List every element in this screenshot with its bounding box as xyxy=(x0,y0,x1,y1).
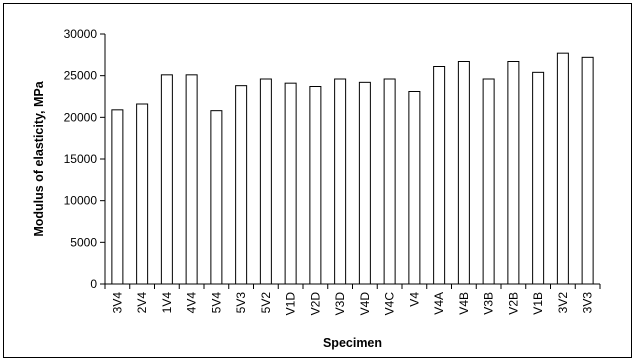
x-tick-label: V2B xyxy=(506,292,520,315)
y-tick-label: 5000 xyxy=(70,235,97,249)
bar-1v4 xyxy=(160,74,173,285)
x-axis-title: Specimen xyxy=(323,336,382,350)
bar-3v4 xyxy=(111,109,124,285)
x-tick-label: 3V4 xyxy=(110,292,124,314)
x-tick-label: V2D xyxy=(308,292,322,316)
x-tick-label: 2V4 xyxy=(135,292,149,314)
x-tick-label: 4V4 xyxy=(185,292,199,314)
bar-v4d xyxy=(358,81,371,285)
y-tick-label: 15000 xyxy=(64,152,98,166)
x-tick-label: V4B xyxy=(457,292,471,315)
bar-3v2 xyxy=(556,52,569,285)
bar-3v3 xyxy=(581,56,594,285)
x-tick-label: 3V2 xyxy=(556,292,570,314)
bar-v2d xyxy=(309,86,322,285)
y-tick-label: 20000 xyxy=(64,110,98,124)
bar-v1d xyxy=(284,82,297,285)
x-tick-label: V4 xyxy=(407,292,421,307)
y-axis-title: Modulus of elasticity, MPa xyxy=(32,80,46,236)
x-tick-label: V4A xyxy=(432,292,446,315)
x-tick-label: V1D xyxy=(284,292,298,316)
x-tick-label: 5V3 xyxy=(234,292,248,314)
bar-v4 xyxy=(408,91,421,285)
bar-v2b xyxy=(507,61,520,285)
bar-v4b xyxy=(457,61,470,285)
x-axis-ticks: 3V4 2V4 1V4 4V4 5V4 5V3 5V2 V1D V2D V3D V4D V4C V4 V4… xyxy=(104,284,601,316)
bar-v4c xyxy=(383,78,396,285)
bar-v4a xyxy=(433,66,446,285)
y-tick-label: 10000 xyxy=(64,194,98,208)
x-tick-label: V4D xyxy=(358,292,372,316)
x-tick-label: V3B xyxy=(482,292,496,315)
y-tick-label: 30000 xyxy=(64,27,98,41)
y-axis-ticks: 0 5000 10000 15000 20000 25000 30000 xyxy=(64,27,105,291)
bars xyxy=(111,52,594,285)
bar-5v2 xyxy=(259,78,272,285)
y-tick-label: 0 xyxy=(90,277,97,291)
bar-4v4 xyxy=(185,74,198,285)
bar-5v4 xyxy=(210,110,223,285)
bar-5v3 xyxy=(235,85,248,285)
x-tick-label: 5V4 xyxy=(209,292,223,314)
bar-2v4 xyxy=(136,103,149,285)
bar-v3b xyxy=(482,78,495,285)
x-tick-label: 1V4 xyxy=(160,292,174,314)
bar-v3d xyxy=(334,78,347,285)
x-tick-label: 3V3 xyxy=(581,292,595,314)
bar-v1b xyxy=(532,71,545,285)
x-tick-label: V3D xyxy=(333,292,347,316)
y-tick-label: 25000 xyxy=(64,69,98,83)
x-tick-label: V1B xyxy=(531,292,545,315)
x-tick-label: V4C xyxy=(383,292,397,316)
x-tick-label: 5V2 xyxy=(259,292,273,314)
